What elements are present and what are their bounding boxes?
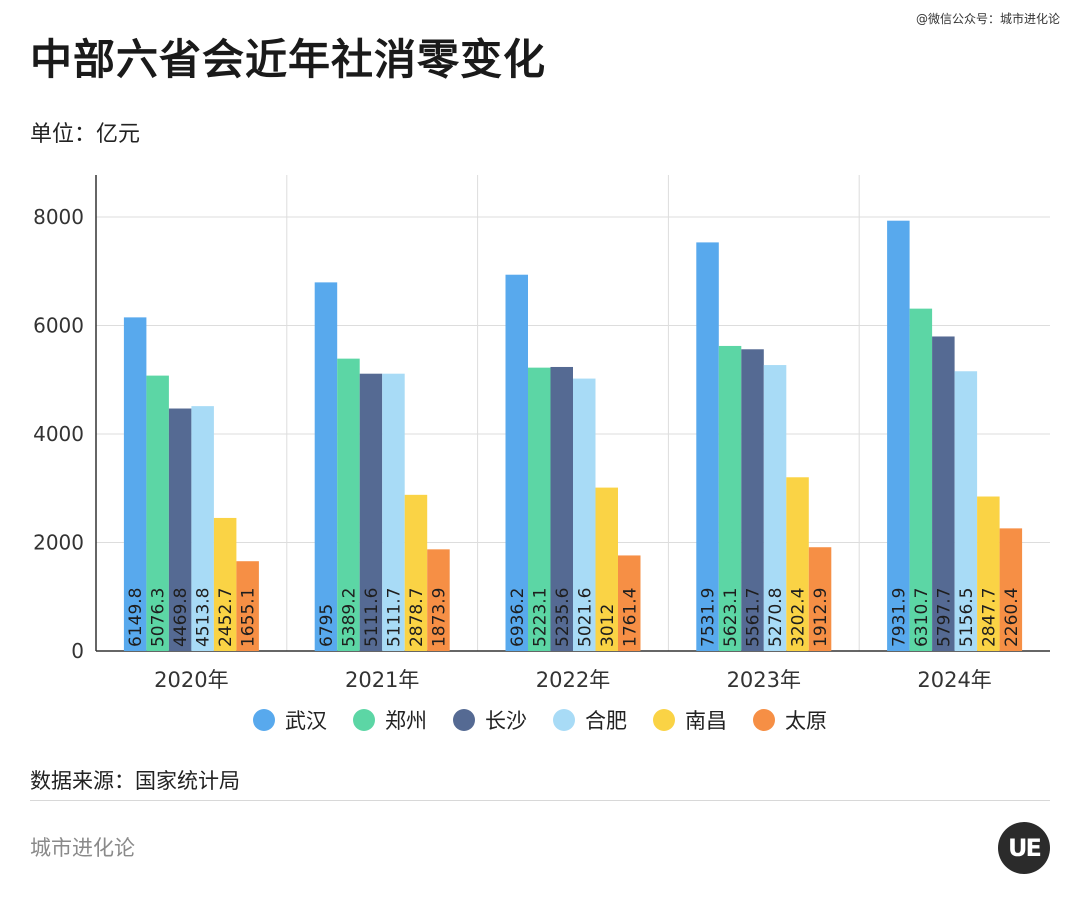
chart-title: 中部六省会近年社消零变化 bbox=[30, 35, 547, 84]
bar-太原-2024年 bbox=[999, 528, 1023, 651]
bar-合肥-2022年 bbox=[573, 378, 596, 651]
brand-logo: UE bbox=[998, 822, 1050, 874]
bar-南昌-2021年 bbox=[404, 494, 428, 651]
data-label: 2878.7 bbox=[407, 588, 427, 647]
data-label: 7931.9 bbox=[889, 588, 909, 647]
wechat-watermark: @微信公众号：城市进化论 bbox=[915, 12, 1060, 26]
data-label: 5111.6 bbox=[362, 588, 382, 647]
data-label: 1912.9 bbox=[811, 588, 831, 647]
data-label: 2452.7 bbox=[216, 588, 236, 647]
data-label: 1761.4 bbox=[620, 588, 640, 647]
bar-合肥-2021年 bbox=[382, 373, 405, 651]
data-label: 5021.6 bbox=[575, 588, 595, 647]
footer-divider bbox=[30, 800, 1050, 801]
bar-南昌-2022年 bbox=[595, 487, 618, 651]
data-label: 5270.8 bbox=[766, 588, 786, 647]
legend-swatch bbox=[253, 709, 275, 731]
bar-南昌-2024年 bbox=[977, 496, 1000, 651]
legend-item: 长沙 bbox=[453, 705, 527, 735]
data-label: 1655.1 bbox=[239, 588, 259, 647]
data-label: 4513.8 bbox=[194, 588, 214, 647]
data-label: 5389.2 bbox=[339, 588, 359, 647]
bar-长沙-2024年 bbox=[932, 336, 955, 651]
data-label: 5111.7 bbox=[384, 588, 404, 647]
legend-label: 合肥 bbox=[585, 709, 627, 733]
legend-label: 南昌 bbox=[685, 709, 727, 733]
data-label: 6795 bbox=[317, 604, 337, 647]
bar-武汉-2020年 bbox=[123, 317, 147, 651]
y-tick-label: 6000 bbox=[33, 314, 84, 338]
bar-郑州-2020年 bbox=[146, 375, 169, 651]
legend-swatch bbox=[753, 709, 775, 731]
data-label: 5076.3 bbox=[149, 588, 169, 647]
legend-swatch bbox=[553, 709, 575, 731]
y-tick-label: 0 bbox=[71, 639, 84, 663]
bar-郑州-2023年 bbox=[718, 345, 742, 651]
data-label: 2260.4 bbox=[1002, 588, 1022, 647]
data-label: 5561.7 bbox=[744, 588, 764, 647]
legend-swatch bbox=[653, 709, 675, 731]
legend-item: 郑州 bbox=[353, 705, 427, 735]
bar-长沙-2020年 bbox=[168, 408, 192, 651]
bar-太原-2020年 bbox=[236, 561, 259, 651]
y-tick-label: 8000 bbox=[33, 205, 84, 229]
legend-item: 合肥 bbox=[553, 705, 627, 735]
bar-太原-2022年 bbox=[618, 555, 641, 651]
x-tick-label: 2023年 bbox=[727, 668, 801, 692]
data-label: 3202.4 bbox=[789, 588, 809, 647]
bar-武汉-2022年 bbox=[505, 274, 528, 651]
x-tick-label: 2021年 bbox=[345, 668, 419, 692]
x-tick-label: 2022年 bbox=[536, 668, 610, 692]
bar-长沙-2022年 bbox=[550, 366, 573, 651]
data-label: 4469.8 bbox=[171, 588, 191, 647]
bar-武汉-2023年 bbox=[696, 242, 719, 652]
data-label: 1873.9 bbox=[429, 588, 449, 647]
legend-label: 武汉 bbox=[285, 709, 327, 733]
bar-郑州-2021年 bbox=[337, 358, 360, 651]
chart-area: 0 2000 4000 6000 8000 6149.8 5076.3 4469.8 4513.… bbox=[0, 150, 1080, 740]
data-label: 6149.8 bbox=[126, 588, 146, 647]
bar-太原-2023年 bbox=[808, 547, 832, 651]
data-label: 5797.7 bbox=[934, 588, 954, 647]
legend-label: 太原 bbox=[785, 709, 827, 733]
legend-label: 长沙 bbox=[485, 709, 527, 733]
data-label: 6310.7 bbox=[912, 588, 932, 647]
data-label: 5223.1 bbox=[530, 588, 550, 647]
bar-郑州-2024年 bbox=[909, 308, 933, 651]
data-label: 6936.2 bbox=[508, 588, 528, 647]
legend-item: 南昌 bbox=[653, 705, 727, 735]
bar-合肥-2023年 bbox=[763, 365, 787, 651]
bar-南昌-2020年 bbox=[213, 517, 237, 651]
legend-label: 郑州 bbox=[385, 709, 427, 733]
bar-长沙-2023年 bbox=[741, 349, 764, 651]
x-tick-label: 2020年 bbox=[154, 668, 228, 692]
footer-brand: 城市进化论 bbox=[30, 836, 135, 860]
bar-郑州-2022年 bbox=[528, 367, 551, 651]
bar-南昌-2023年 bbox=[786, 477, 809, 651]
bar-合肥-2020年 bbox=[191, 406, 214, 651]
data-source: 数据来源：国家统计局 bbox=[30, 769, 240, 793]
x-tick-label: 2024年 bbox=[917, 668, 991, 692]
data-label: 5623.1 bbox=[721, 588, 741, 647]
data-label: 7531.9 bbox=[699, 588, 719, 647]
legend-item: 武汉 bbox=[253, 705, 327, 735]
bar-长沙-2021年 bbox=[359, 373, 383, 651]
data-label: 3012 bbox=[598, 604, 618, 647]
data-label: 2847.7 bbox=[979, 588, 999, 647]
legend-item: 太原 bbox=[753, 705, 827, 735]
y-tick-label: 4000 bbox=[33, 422, 84, 446]
bar-chart: 0 2000 4000 6000 8000 6149.8 5076.3 4469.8 4513.… bbox=[33, 175, 1050, 692]
data-label: 5156.5 bbox=[957, 588, 977, 647]
bar-合肥-2024年 bbox=[954, 371, 978, 651]
bar-武汉-2024年 bbox=[887, 220, 910, 651]
chart-legend: 武汉 郑州 长沙 合肥 南昌 太原 bbox=[0, 705, 1080, 735]
legend-swatch bbox=[453, 709, 475, 731]
bar-太原-2021年 bbox=[427, 549, 450, 651]
y-tick-label: 2000 bbox=[33, 531, 84, 555]
data-label: 5235.6 bbox=[553, 588, 573, 647]
bar-武汉-2021年 bbox=[314, 282, 338, 651]
legend-swatch bbox=[353, 709, 375, 731]
unit-label: 单位：亿元 bbox=[30, 122, 141, 147]
